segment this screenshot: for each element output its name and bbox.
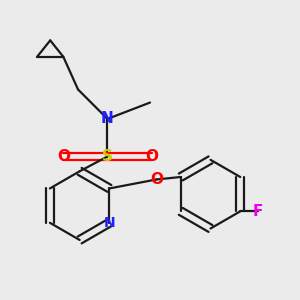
Text: F: F bbox=[253, 204, 263, 219]
Text: S: S bbox=[102, 149, 113, 164]
Text: O: O bbox=[150, 172, 163, 187]
Text: O: O bbox=[145, 149, 158, 164]
Text: N: N bbox=[101, 111, 114, 126]
Text: N: N bbox=[103, 216, 115, 230]
Text: O: O bbox=[57, 149, 70, 164]
